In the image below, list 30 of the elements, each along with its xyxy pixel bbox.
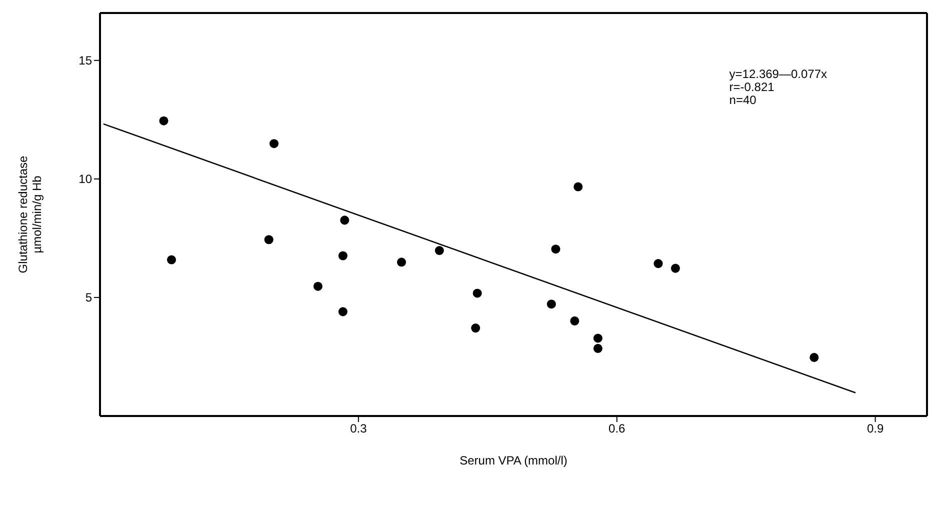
point xyxy=(551,244,560,254)
point xyxy=(593,334,602,343)
annotation-text: y=12.369—0.077x r=-0.821 n=40 xyxy=(729,68,828,107)
y-axis-title: Glutathione reductase µmol/min/g Hb xyxy=(16,155,44,274)
point xyxy=(472,288,482,298)
point xyxy=(546,300,556,309)
y-tick-label: 10 xyxy=(78,172,92,186)
point xyxy=(810,352,819,362)
x-axis-title: Serum VPA (mmol/l) xyxy=(460,454,568,468)
point xyxy=(270,139,279,148)
point xyxy=(159,116,168,126)
point xyxy=(338,307,348,316)
x-tick-label: 0.9 xyxy=(866,422,884,436)
y-tick-label: 15 xyxy=(78,54,92,68)
point xyxy=(166,255,176,264)
point xyxy=(340,216,350,225)
point xyxy=(338,251,348,260)
point xyxy=(434,246,444,256)
point xyxy=(396,258,406,267)
point xyxy=(670,264,680,273)
point xyxy=(574,182,583,192)
point xyxy=(654,259,663,268)
x-tick-label: 0.3 xyxy=(350,422,368,436)
point xyxy=(570,316,580,326)
point xyxy=(471,324,480,333)
y-tick-label: 5 xyxy=(85,290,92,305)
point xyxy=(313,282,322,291)
point xyxy=(264,235,274,244)
point xyxy=(593,344,602,353)
x-tick-label: 0.6 xyxy=(608,422,626,436)
